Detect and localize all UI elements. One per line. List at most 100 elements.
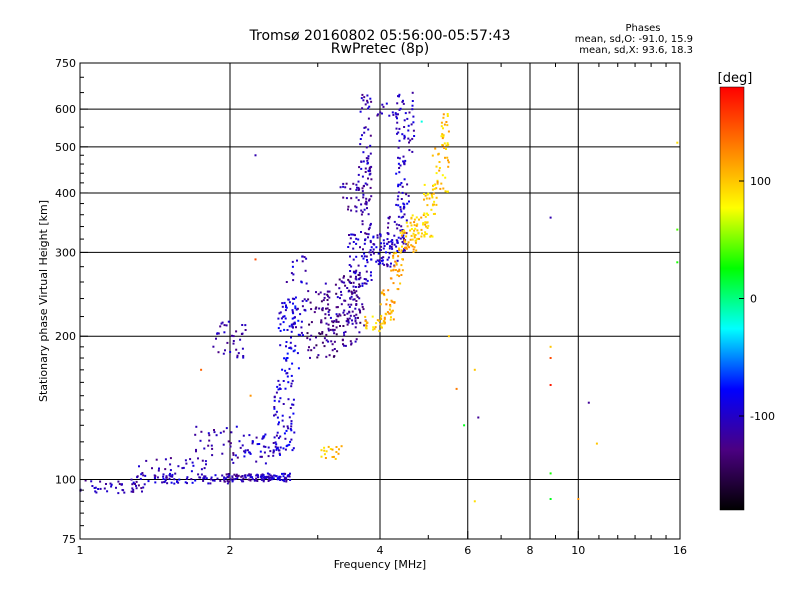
data-point xyxy=(372,248,375,251)
data-point xyxy=(265,475,268,478)
data-point xyxy=(290,272,293,275)
data-point xyxy=(398,93,401,96)
data-point xyxy=(347,290,350,293)
data-point xyxy=(361,282,364,285)
data-point xyxy=(361,223,364,226)
data-point xyxy=(352,247,355,250)
data-point xyxy=(186,476,189,479)
data-point xyxy=(408,141,410,144)
data-point xyxy=(200,468,203,471)
data-point xyxy=(355,210,358,213)
data-point xyxy=(324,457,327,459)
data-point xyxy=(400,182,403,184)
data-point xyxy=(383,263,386,266)
data-point xyxy=(261,475,264,478)
data-point xyxy=(208,439,211,442)
data-point xyxy=(383,245,386,247)
data-point xyxy=(333,320,336,323)
data-point xyxy=(403,178,406,181)
data-point xyxy=(397,204,400,207)
data-point xyxy=(387,289,390,292)
data-point xyxy=(412,121,415,124)
data-point xyxy=(350,265,353,268)
data-point xyxy=(376,236,379,239)
data-point xyxy=(208,434,211,437)
data-point xyxy=(165,475,168,478)
data-point xyxy=(395,262,398,265)
x-tick-label: 4 xyxy=(377,544,384,557)
data-point xyxy=(418,218,420,221)
data-point xyxy=(336,296,339,299)
data-point xyxy=(401,229,404,231)
data-point xyxy=(342,185,345,188)
data-point xyxy=(281,419,284,422)
data-point xyxy=(442,187,445,190)
data-point xyxy=(240,475,243,478)
data-point xyxy=(222,478,225,481)
data-point xyxy=(171,475,174,478)
data-point xyxy=(282,380,285,382)
data-point xyxy=(370,258,373,261)
data-point xyxy=(399,107,402,110)
data-point xyxy=(389,312,392,315)
data-point xyxy=(382,320,385,323)
data-point xyxy=(426,227,429,229)
chart-title: Tromsø 20160802 05:56:00-05:57:43 xyxy=(249,28,511,44)
data-point xyxy=(400,264,403,267)
y-axis-label: Stationary phase Virtual Height [km] xyxy=(37,200,50,402)
data-point xyxy=(130,490,133,493)
data-point xyxy=(399,229,402,232)
data-point xyxy=(378,319,380,322)
data-point xyxy=(302,334,304,337)
data-point xyxy=(290,336,292,339)
data-point xyxy=(387,233,390,236)
data-point xyxy=(267,475,270,478)
data-point xyxy=(249,479,252,482)
colorbar-tick-label: -100 xyxy=(750,410,775,423)
data-point xyxy=(319,333,322,336)
data-point xyxy=(395,172,398,175)
data-point xyxy=(403,119,406,122)
data-point xyxy=(438,167,441,169)
data-point xyxy=(169,475,172,478)
data-point xyxy=(290,347,293,350)
data-point xyxy=(300,331,303,334)
data-point xyxy=(210,444,213,447)
data-point xyxy=(184,459,187,462)
data-point xyxy=(409,238,412,241)
data-point xyxy=(342,182,345,185)
data-point xyxy=(437,152,440,155)
data-point xyxy=(429,235,432,238)
data-point xyxy=(332,321,335,324)
data-point xyxy=(360,160,363,163)
data-point xyxy=(351,319,353,322)
data-point xyxy=(215,434,218,437)
data-point xyxy=(432,213,435,215)
data-point xyxy=(422,222,425,225)
data-point xyxy=(395,113,398,116)
data-point xyxy=(199,439,202,442)
data-point xyxy=(209,478,212,481)
data-point xyxy=(230,431,233,434)
data-point xyxy=(242,356,245,359)
data-point xyxy=(277,317,280,320)
data-point xyxy=(348,242,351,245)
data-point xyxy=(424,231,427,234)
data-point xyxy=(320,321,323,324)
data-point xyxy=(355,294,358,297)
data-point xyxy=(339,297,341,300)
data-point xyxy=(315,291,317,294)
data-point xyxy=(281,368,284,371)
data-point xyxy=(349,255,351,258)
data-point xyxy=(264,445,267,448)
y-tick-label: 500 xyxy=(55,141,76,154)
data-point xyxy=(291,310,294,313)
data-point xyxy=(292,403,295,406)
data-point xyxy=(364,126,367,129)
data-point xyxy=(338,278,341,281)
data-point xyxy=(446,124,449,127)
data-point xyxy=(340,445,343,448)
data-point xyxy=(363,242,366,245)
data-point xyxy=(348,310,351,313)
data-point xyxy=(390,246,393,248)
